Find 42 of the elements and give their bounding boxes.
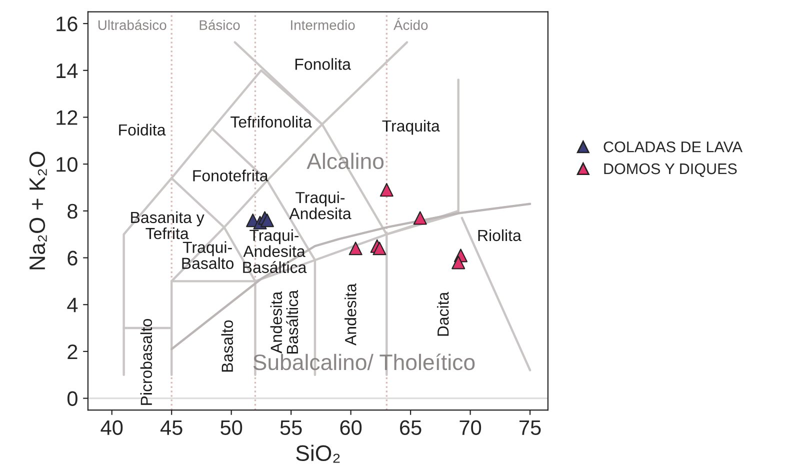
legend-label: DOMOS Y DIQUES	[604, 163, 737, 177]
y-tick-label: 0	[67, 391, 78, 406]
x-tick-label: 50	[220, 420, 242, 436]
x-tick-label: 45	[160, 420, 182, 436]
annotation: Foidita	[119, 124, 166, 136]
x-tick-label: 40	[100, 420, 123, 436]
annotation: Subalcalino/ Tholeítico	[253, 354, 475, 370]
annotation: Dacita	[437, 292, 449, 336]
annotation: Básico	[200, 20, 240, 30]
y-axis-title: Na₂O + K₂O	[29, 152, 47, 270]
y-tick-label: 12	[56, 110, 78, 125]
annotation: Intermedio	[291, 20, 355, 30]
y-tick-label: 14	[56, 64, 78, 78]
legend-label: COLADAS DE LAVA	[604, 142, 743, 152]
annotation: Ácido	[394, 18, 428, 30]
x-tick-label: 65	[400, 420, 422, 436]
annotation: Picrobasalto	[140, 318, 152, 405]
annotation: Alcalino	[306, 152, 384, 170]
annotation: Andesita	[344, 283, 356, 346]
annotation: Tefrifonolita	[230, 116, 312, 128]
annotation: Traqui- Andesita	[289, 191, 352, 220]
annotation: Andesita Basáltica	[270, 290, 298, 354]
annotation: Traqui- Basalto	[182, 241, 234, 270]
y-tick-label: 16	[56, 16, 78, 32]
annotation: Traquita	[382, 120, 440, 135]
y-tick-label: 8	[68, 204, 78, 219]
y-tick-label: 10	[56, 157, 78, 172]
x-tick-label: 60	[340, 420, 362, 436]
x-tick-label: 70	[460, 420, 482, 436]
annotation: Fonotefrita	[193, 170, 268, 182]
annotation: Traqui- Andesita Basáltica	[243, 229, 307, 274]
x-axis-title: SiO₂	[296, 444, 340, 463]
x-tick-label: 75	[520, 420, 541, 436]
annotation: Fonolita	[295, 58, 351, 70]
y-tick-label: 6	[68, 250, 78, 266]
annotation: Ultrabásico	[98, 20, 166, 30]
annotation: Basalto	[221, 320, 234, 372]
x-tick-label: 55	[280, 420, 302, 436]
annotation: Basanita y Tefrita	[131, 211, 204, 240]
annotation: Riolita	[478, 229, 522, 242]
y-tick-label: 4	[67, 298, 78, 312]
y-tick-label: 2	[68, 344, 78, 360]
